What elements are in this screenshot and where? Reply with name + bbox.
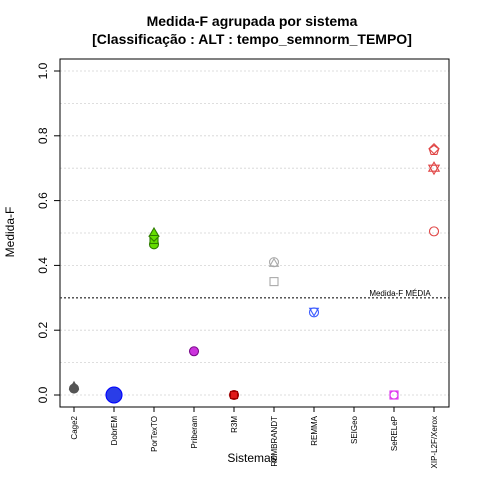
data-point-star6	[427, 161, 441, 172]
y-axis-label: Medida-F	[3, 207, 17, 258]
x-tick-label: Priberam	[190, 416, 199, 449]
reference-line-label: Medida-F MÉDIA	[369, 289, 431, 298]
data-point-square	[269, 277, 279, 287]
data-point-triangle-down	[308, 307, 320, 317]
y-tick-label: 1.0	[36, 62, 50, 79]
x-tick-label: SEIGeo	[350, 415, 359, 444]
x-tick-label: REMMA	[310, 415, 319, 445]
x-tick-label: XIP-L2F/Xerox	[430, 416, 439, 468]
x-tick-label: Cage2	[70, 415, 79, 439]
x-tick-label: DobrEM	[110, 416, 119, 446]
data-point-triangle	[268, 257, 280, 267]
plot-frame	[59, 58, 450, 408]
data-point-circle	[428, 226, 440, 237]
y-tick-label: 0.0	[36, 386, 50, 403]
y-tick-label: 0.4	[36, 257, 50, 274]
data-point-diamond	[428, 142, 440, 155]
y-tick-label: 0.2	[36, 322, 50, 339]
data-point-circle	[105, 386, 123, 404]
y-tick-label: 0.6	[36, 192, 50, 209]
data-point-circle	[188, 346, 200, 357]
data-point-circle	[389, 390, 399, 400]
x-tick-label: REMBRANDT	[270, 416, 279, 467]
x-axis-label: Sistemas	[227, 451, 276, 465]
x-tick-label: SeRELeP	[390, 416, 399, 451]
x-tick-label: PorTexTO	[150, 416, 159, 452]
data-point-triangle	[148, 226, 160, 237]
y-tick-label: 0.8	[36, 127, 50, 144]
data-point-star6	[427, 164, 441, 176]
chart-title: Medida-F agrupada por sistema	[147, 13, 358, 29]
data-point-triangle	[68, 380, 80, 390]
x-tick-label: R3M	[230, 416, 239, 433]
plot-area: 0.0 0.2 0.4 0.6 0.8 1.0 Cage2 DobrEM PorTexTO Pri…	[36, 58, 450, 468]
data-point-square	[229, 390, 239, 400]
chart-subtitle: [Classificação : ALT : tempo_semnorm_TEM…	[92, 31, 412, 47]
